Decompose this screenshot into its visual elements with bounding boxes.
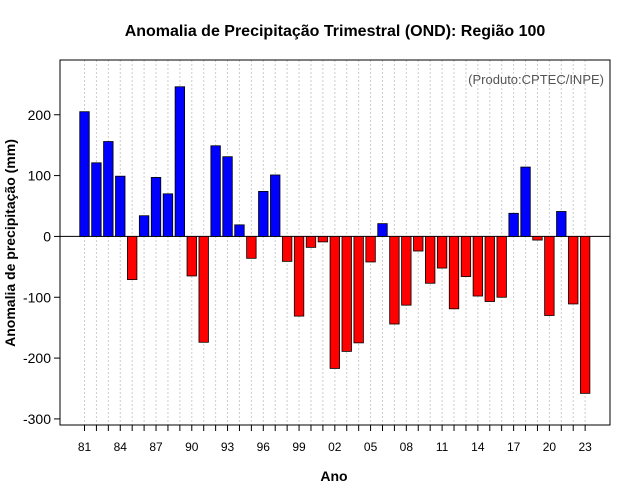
bar-1987 xyxy=(150,177,162,237)
x-tick-label-99: 99 xyxy=(292,440,306,454)
bar-2022 xyxy=(568,236,579,305)
bar-1992 xyxy=(210,145,221,237)
bar-1982 xyxy=(91,162,102,237)
y-tick-label-100: 100 xyxy=(28,168,52,184)
bar-1999 xyxy=(293,236,305,317)
bar-2007 xyxy=(389,236,400,325)
bar-2016 xyxy=(496,236,507,298)
credit-note: (Produto:CPTEC/INPE) xyxy=(468,72,604,87)
bar-1995 xyxy=(246,236,257,259)
x-tick-label-87: 87 xyxy=(149,440,163,454)
bar-1990 xyxy=(186,236,197,277)
bar-1997 xyxy=(270,174,281,237)
bar-1991 xyxy=(198,236,209,343)
x-tick-label-08: 08 xyxy=(400,440,414,454)
y-tick-label-0: 0 xyxy=(43,228,51,244)
bar-2005 xyxy=(365,236,376,263)
bar-2013 xyxy=(460,236,472,277)
bar-2011 xyxy=(436,236,448,269)
bar-1983 xyxy=(103,141,114,237)
x-tick-label-05: 05 xyxy=(364,440,378,454)
bar-2017 xyxy=(508,212,519,237)
x-tick-label-02: 02 xyxy=(328,440,342,454)
y-axis-title: Anomalia de precipitação (mm) xyxy=(2,139,18,347)
bar-2006 xyxy=(377,223,388,237)
bars-group xyxy=(79,86,591,394)
bar-2004 xyxy=(353,236,364,344)
y-tick-label-200: 200 xyxy=(28,107,52,123)
bar-2021 xyxy=(556,211,567,237)
x-tick-label-84: 84 xyxy=(114,440,128,454)
x-axis: 81 84 87 90 93 96 99 02 05 08 11 14 17 20 23 xyxy=(78,425,592,454)
x-tick-label-81: 81 xyxy=(78,440,92,454)
x-tick-label-23: 23 xyxy=(578,440,592,454)
bar-2023 xyxy=(579,236,591,394)
y-tick-label--200: -200 xyxy=(23,350,51,366)
bar-2009 xyxy=(413,236,424,252)
bar-1996 xyxy=(258,190,269,237)
bar-2015 xyxy=(484,236,495,302)
x-tick-label-14: 14 xyxy=(471,440,485,454)
bar-1994 xyxy=(234,224,245,237)
x-tick-label-93: 93 xyxy=(221,440,235,454)
bar-1986 xyxy=(138,215,150,237)
grid-lines xyxy=(84,60,586,425)
y-tick-label--100: -100 xyxy=(23,289,51,305)
x-tick-label-20: 20 xyxy=(543,440,557,454)
bar-2003 xyxy=(341,236,352,352)
x-axis-title: Ano xyxy=(320,468,347,484)
x-tick-label-96: 96 xyxy=(257,440,271,454)
bar-2020 xyxy=(544,236,555,316)
y-axis: -300 -200 -100 0 100 200 xyxy=(23,107,60,427)
chart-title: Anomalia de Precipitação Trimestral (OND… xyxy=(125,23,546,40)
bar-1988 xyxy=(162,193,174,237)
bar-1998 xyxy=(281,236,293,262)
bar-1981 xyxy=(79,111,90,237)
bar-2019 xyxy=(532,236,543,241)
bar-2018 xyxy=(520,166,531,237)
bar-1993 xyxy=(222,156,233,237)
y-tick-label--300: -300 xyxy=(23,411,51,427)
bar-2000 xyxy=(305,236,317,248)
x-tick-label-11: 11 xyxy=(436,440,449,454)
bar-2014 xyxy=(472,236,484,297)
bar-2010 xyxy=(425,236,436,284)
bar-2002 xyxy=(329,236,340,369)
bar-2001 xyxy=(317,236,329,243)
bar-2012 xyxy=(448,236,460,310)
x-tick-label-90: 90 xyxy=(185,440,199,454)
bar-1984 xyxy=(115,175,126,237)
bar-2008 xyxy=(401,236,412,306)
bar-1989 xyxy=(174,86,186,237)
bar-1985 xyxy=(127,236,138,281)
x-tick-label-17: 17 xyxy=(507,440,521,454)
